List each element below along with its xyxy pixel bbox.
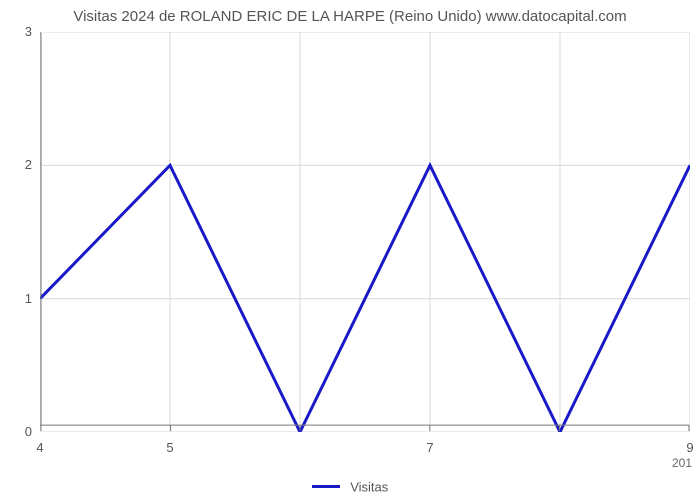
legend: Visitas [0, 478, 700, 496]
chart-container: Visitas 2024 de ROLAND ERIC DE LA HARPE … [0, 0, 700, 500]
legend-label: Visitas [350, 479, 388, 494]
axis-svg [40, 32, 690, 432]
x-axis-label: 9 [680, 440, 700, 455]
y-axis-label: 3 [16, 24, 32, 39]
chart-title: Visitas 2024 de ROLAND ERIC DE LA HARPE … [0, 8, 700, 25]
year-label: 201 [672, 456, 692, 470]
y-axis-label: 1 [16, 291, 32, 306]
x-axis-label: 7 [420, 440, 440, 455]
legend-line [312, 485, 340, 488]
x-axis-label: 5 [160, 440, 180, 455]
x-axis-label: 4 [30, 440, 50, 455]
plot-area [40, 32, 690, 432]
y-axis-label: 0 [16, 424, 32, 439]
y-axis-label: 2 [16, 157, 32, 172]
